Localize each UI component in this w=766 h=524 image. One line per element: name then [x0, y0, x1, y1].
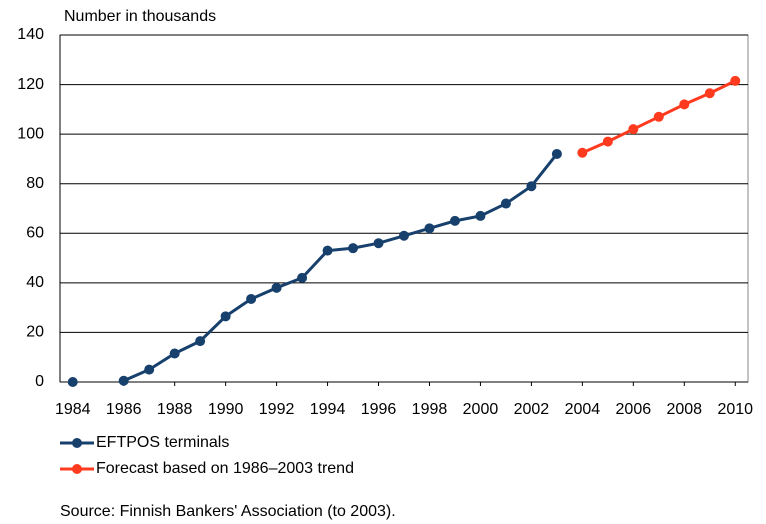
y-tick-label: 20: [26, 324, 44, 341]
data-point: [679, 99, 690, 110]
data-point: [322, 245, 333, 256]
plot-area: [59, 34, 749, 383]
x-tick-label: 1988: [157, 401, 193, 418]
data-point: [195, 336, 206, 347]
data-point: [399, 230, 409, 241]
x-tick-label: 1990: [208, 401, 244, 418]
source-note: Source: Finnish Bankers' Association (to…: [60, 503, 396, 520]
data-point: [704, 88, 715, 99]
x-tick-label: 2000: [463, 401, 499, 418]
x-tick-label: 2004: [565, 401, 601, 418]
y-tick-label: 140: [17, 26, 44, 43]
data-point: [220, 311, 231, 322]
data-point: [551, 148, 562, 159]
data-point: [424, 223, 435, 234]
data-point: [628, 124, 639, 135]
y-tick-label: 40: [26, 274, 44, 291]
legend-label: EFTPOS terminals: [96, 434, 229, 451]
data-point: [577, 147, 588, 158]
data-point: [67, 377, 78, 387]
data-point: [526, 181, 537, 192]
data-point: [169, 348, 180, 359]
data-point: [602, 136, 613, 147]
data-point: [373, 238, 384, 249]
y-tick-label: 60: [26, 225, 44, 242]
y-tick-label: 0: [35, 373, 44, 390]
x-tick-label: 1996: [361, 401, 397, 418]
data-point: [348, 243, 359, 254]
y-tick-label: 80: [26, 175, 44, 192]
data-point: [118, 375, 129, 386]
data-point: [730, 75, 741, 86]
y-axis-label: Number in thousands: [64, 8, 216, 25]
x-tick-label: 2010: [717, 401, 753, 418]
y-tick-label: 100: [17, 125, 44, 142]
data-point: [246, 293, 257, 304]
data-point: [297, 272, 308, 283]
x-tick-label: 1984: [55, 401, 91, 418]
x-tick-label: 2008: [666, 401, 702, 418]
data-point: [271, 282, 282, 293]
x-tick-label: 2002: [514, 401, 550, 418]
x-tick-label: 2006: [616, 401, 652, 418]
y-tick-label: 120: [17, 76, 44, 93]
legend-label: Forecast based on 1986–2003 trend: [96, 460, 354, 477]
x-tick-label: 1986: [106, 401, 142, 418]
x-tick-label: 1994: [310, 401, 346, 418]
x-tick-label: 1992: [259, 401, 295, 418]
legend-marker: [72, 464, 82, 474]
data-point: [475, 210, 486, 221]
data-point: [144, 364, 155, 375]
data-point: [500, 198, 511, 209]
data-point: [449, 215, 460, 226]
data-point: [653, 111, 664, 122]
series-line: [123, 153, 559, 383]
x-tick-label: 1998: [412, 401, 448, 418]
legend-marker: [72, 438, 82, 448]
